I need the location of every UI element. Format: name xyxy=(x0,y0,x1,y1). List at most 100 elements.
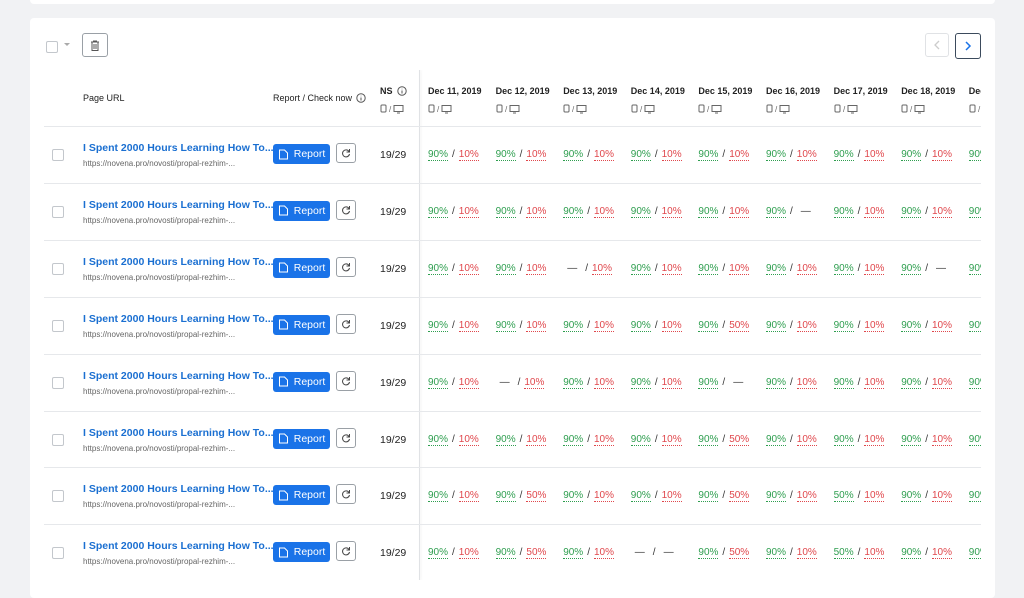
check-now-button[interactable] xyxy=(336,484,356,505)
row-checkbox[interactable] xyxy=(52,262,64,275)
mobile-score: 90% xyxy=(901,205,922,218)
desktop-score: 10% xyxy=(458,205,479,218)
report-button[interactable]: Report xyxy=(273,371,330,392)
device-icons: / xyxy=(901,101,931,114)
desktop-score: — xyxy=(733,376,744,388)
select-all-checkbox[interactable] xyxy=(46,41,58,53)
mobile-score: 90% xyxy=(968,376,981,389)
page-title[interactable]: I Spent 2000 Hours Learning How To... xyxy=(83,426,274,439)
report-button[interactable]: Report xyxy=(273,144,330,164)
score-cell: 90%/10% xyxy=(901,490,952,503)
check-now-button[interactable] xyxy=(336,199,356,220)
separator: / xyxy=(585,262,588,274)
mobile-score: 90% xyxy=(766,547,787,560)
score-cell: 90%/10% xyxy=(968,262,981,275)
separator: / xyxy=(925,547,928,559)
refresh-icon xyxy=(342,376,350,385)
page-url: https://novena.pro/novosti/propal-rezhim… xyxy=(83,386,236,396)
mobile-score: 90% xyxy=(968,433,981,446)
score-cell: 90%/10% xyxy=(968,433,981,446)
ns-value: 19/29 xyxy=(380,490,407,503)
desktop-score: 10% xyxy=(526,149,547,161)
score-cell: 90%/10% xyxy=(833,376,885,389)
check-now-button[interactable] xyxy=(336,313,356,334)
desktop-score: 10% xyxy=(661,433,682,446)
page-title[interactable]: I Spent 2000 Hours Learning How To... xyxy=(83,483,274,496)
row-checkbox[interactable] xyxy=(52,433,64,446)
select-dropdown[interactable] xyxy=(63,42,71,48)
page-title[interactable]: I Spent 2000 Hours Learning How To... xyxy=(83,198,274,211)
ns-value: 19/29 xyxy=(380,149,407,161)
next-page-button[interactable] xyxy=(955,33,981,59)
desktop-score: 10% xyxy=(796,319,817,332)
separator: / xyxy=(517,376,521,388)
mobile-score: 90% xyxy=(833,262,854,275)
score-cell: 90%/10% xyxy=(766,262,817,275)
score-cell: 90%/10% xyxy=(428,319,479,332)
check-now-button[interactable] xyxy=(336,370,356,391)
desktop-score: 10% xyxy=(729,149,750,161)
page-title[interactable]: I Spent 2000 Hours Learning How To... xyxy=(83,369,274,382)
score-cell: 90% / — xyxy=(698,376,747,389)
page-title[interactable]: I Spent 2000 Hours Learning How To... xyxy=(83,142,274,154)
header-report-label: Report / Check now xyxy=(273,93,353,103)
device-icon: / xyxy=(380,104,404,114)
mobile-score: 90% xyxy=(766,490,787,503)
score-cell: 90%/10% xyxy=(833,149,885,161)
delete-button[interactable] xyxy=(82,33,108,57)
score-cell: 90% / — xyxy=(766,205,815,218)
score-cell: 90%/10% xyxy=(901,433,952,446)
check-now-button[interactable] xyxy=(336,427,356,448)
row-checkbox[interactable] xyxy=(52,490,64,503)
desktop-score: 10% xyxy=(458,262,479,275)
report-button[interactable]: Report xyxy=(273,257,330,278)
score-cell: 90%/10% xyxy=(766,433,817,446)
score-cell: 90%/10% xyxy=(563,319,614,332)
row-checkbox[interactable] xyxy=(52,205,64,218)
svg-text:/: / xyxy=(505,105,508,114)
mobile-score: 90% xyxy=(428,149,449,161)
check-now-button[interactable] xyxy=(336,256,356,277)
mobile-score: 90% xyxy=(698,205,719,218)
page-url: https://novena.pro/novosti/propal-rezhim… xyxy=(83,443,236,453)
report-button[interactable]: Report xyxy=(273,485,330,506)
score-cell: 90%/10% xyxy=(495,149,547,161)
prev-page-button[interactable] xyxy=(925,33,949,57)
desktop-score: 10% xyxy=(931,319,952,332)
desktop-score: 10% xyxy=(796,262,817,275)
report-button[interactable]: Report xyxy=(273,200,330,221)
report-button[interactable]: Report xyxy=(273,314,330,335)
row-checkbox[interactable] xyxy=(52,319,64,332)
page-title[interactable]: I Spent 2000 Hours Learning How To... xyxy=(83,312,274,325)
desktop-score: 10% xyxy=(864,149,885,161)
report-label: Report xyxy=(293,432,326,445)
device-icon: / xyxy=(631,104,655,114)
report-icon xyxy=(278,490,288,501)
row-checkbox[interactable] xyxy=(52,547,64,560)
refresh-icon xyxy=(342,547,350,556)
page-title[interactable]: I Spent 2000 Hours Learning How To... xyxy=(83,255,274,268)
mobile-score: 90% xyxy=(766,149,787,161)
row-divider xyxy=(44,467,981,469)
refresh-icon xyxy=(342,490,350,499)
separator: / xyxy=(722,490,726,502)
row-checkbox[interactable] xyxy=(52,376,64,389)
mobile-score: 90% xyxy=(428,490,449,503)
mobile-score: 90% xyxy=(563,376,584,389)
report-button[interactable]: Report xyxy=(273,542,330,563)
check-now-button[interactable] xyxy=(336,143,356,163)
mobile-score: 90% xyxy=(495,262,516,275)
desktop-score: 10% xyxy=(458,319,479,332)
desktop-score: 10% xyxy=(931,149,952,161)
report-button[interactable]: Report xyxy=(273,428,330,449)
separator: / xyxy=(452,205,455,217)
desktop-score: 10% xyxy=(729,262,750,275)
mobile-score: 90% xyxy=(698,319,719,332)
page-title[interactable]: I Spent 2000 Hours Learning How To... xyxy=(83,540,274,553)
row-checkbox[interactable] xyxy=(52,149,64,161)
page-url: https://novena.pro/novosti/propal-rezhim… xyxy=(83,272,236,282)
check-now-button[interactable] xyxy=(336,541,356,562)
separator: / xyxy=(587,547,590,559)
desktop-score: 10% xyxy=(458,490,479,503)
score-cell: 90%/10% xyxy=(495,205,547,218)
